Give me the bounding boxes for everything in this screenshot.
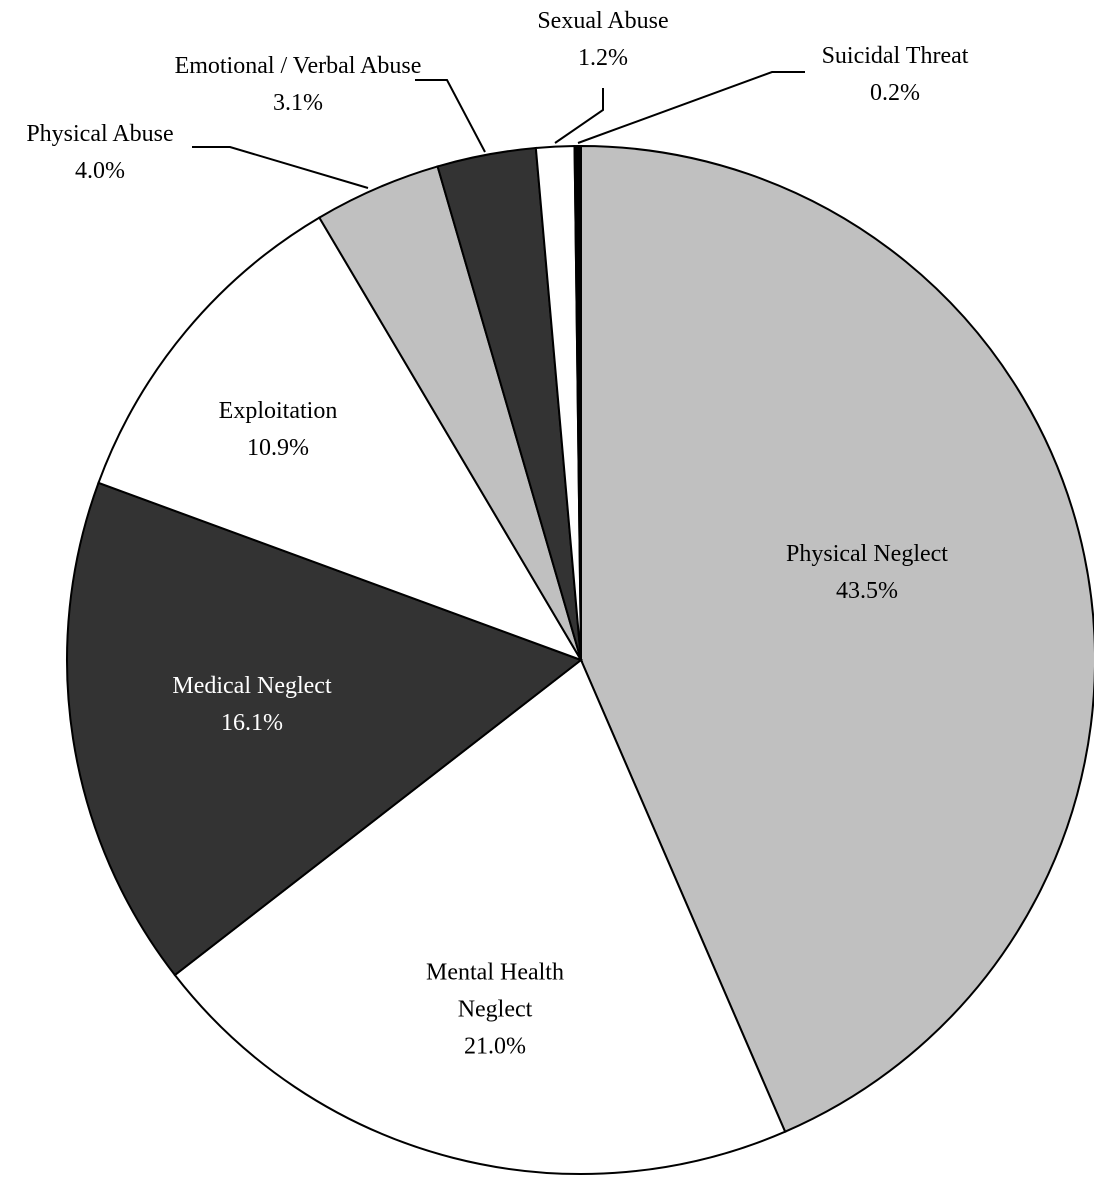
value-label: 21.0% xyxy=(464,1033,526,1060)
slice-label: Suicidal Threat 0.2% xyxy=(785,38,1005,112)
slices xyxy=(66,144,1094,1175)
leader-lines xyxy=(192,71,805,189)
slice-label: Medical Neglect 16.1% xyxy=(122,668,382,742)
category-label: Sexual Abuse xyxy=(537,8,669,34)
value-label: 4.0% xyxy=(75,158,125,184)
value-label: 3.1% xyxy=(273,90,323,116)
pie-slice xyxy=(580,144,1094,1134)
category-label: Physical Neglect xyxy=(786,541,948,567)
leader-line xyxy=(577,71,805,144)
value-label: 43.5% xyxy=(836,578,898,604)
slice-label: Mental Health Neglect 21.0% xyxy=(410,955,580,1066)
value-label: 1.2% xyxy=(578,45,628,71)
leader-line xyxy=(554,88,604,144)
leader-line xyxy=(415,79,486,153)
pie-slice xyxy=(66,481,584,977)
value-label: 0.2% xyxy=(870,80,920,106)
slice-label: Physical Abuse 4.0% xyxy=(0,116,210,190)
category-label: Medical Neglect xyxy=(172,673,332,699)
slice-label: Exploitation 10.9% xyxy=(148,393,408,467)
value-label: 10.9% xyxy=(247,435,309,461)
slice-label: Sexual Abuse 1.2% xyxy=(493,3,713,77)
slice-label: Physical Neglect 43.5% xyxy=(737,536,997,610)
slice-label: Emotional / Verbal Abuse 3.1% xyxy=(173,48,423,122)
leader-line xyxy=(192,146,369,189)
category-label: Emotional / Verbal Abuse xyxy=(174,53,422,79)
category-label: Suicidal Threat xyxy=(821,43,969,69)
category-label: Exploitation xyxy=(218,398,338,424)
category-label: Mental Health Neglect xyxy=(426,959,564,1023)
value-label: 16.1% xyxy=(221,710,283,736)
category-label: Physical Abuse xyxy=(26,121,174,147)
pie-slice xyxy=(173,658,787,1175)
pie-slice xyxy=(97,216,584,662)
pie-slice xyxy=(573,144,582,661)
